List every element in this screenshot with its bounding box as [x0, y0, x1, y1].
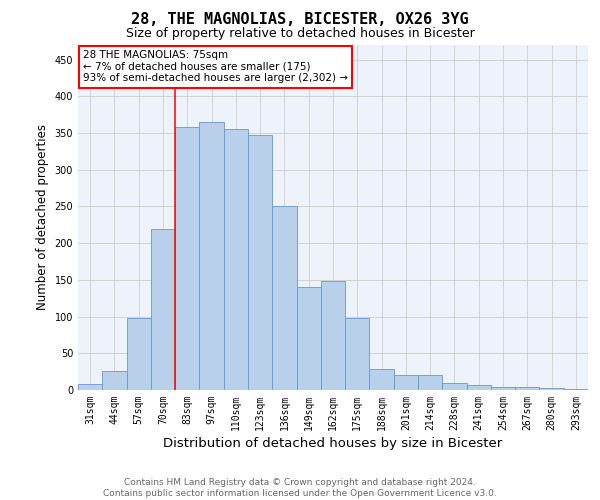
Text: Contains HM Land Registry data © Crown copyright and database right 2024.
Contai: Contains HM Land Registry data © Crown c…	[103, 478, 497, 498]
Bar	[224, 128, 248, 390]
Bar	[248, 136, 272, 390]
Y-axis label: Number of detached properties: Number of detached properties	[36, 124, 49, 310]
Bar	[515, 387, 539, 390]
X-axis label: Distribution of detached houses by size in Bicester: Distribution of detached houses by size …	[163, 437, 503, 450]
Bar	[175, 127, 199, 390]
Bar	[127, 318, 151, 390]
Bar	[272, 206, 296, 390]
Bar	[442, 382, 467, 390]
Bar	[78, 384, 102, 390]
Bar	[199, 122, 224, 390]
Bar	[321, 282, 345, 390]
Bar	[151, 228, 175, 390]
Text: 28 THE MAGNOLIAS: 75sqm
← 7% of detached houses are smaller (175)
93% of semi-de: 28 THE MAGNOLIAS: 75sqm ← 7% of detached…	[83, 50, 348, 84]
Bar	[491, 387, 515, 390]
Bar	[564, 388, 588, 390]
Bar	[296, 287, 321, 390]
Bar	[467, 385, 491, 390]
Bar	[102, 371, 127, 390]
Bar	[418, 376, 442, 390]
Text: Size of property relative to detached houses in Bicester: Size of property relative to detached ho…	[125, 28, 475, 40]
Bar	[345, 318, 370, 390]
Bar	[394, 376, 418, 390]
Text: 28, THE MAGNOLIAS, BICESTER, OX26 3YG: 28, THE MAGNOLIAS, BICESTER, OX26 3YG	[131, 12, 469, 28]
Bar	[370, 370, 394, 390]
Bar	[539, 388, 564, 390]
